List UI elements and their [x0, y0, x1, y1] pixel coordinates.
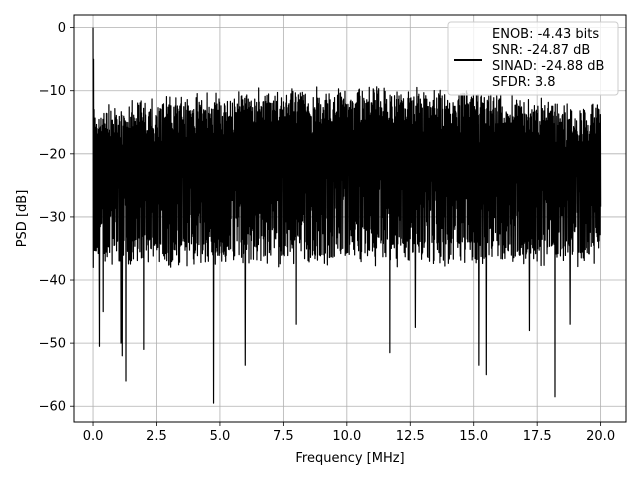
x-tick-label: 5.0	[210, 429, 231, 444]
x-tick-label: 17.5	[523, 429, 552, 444]
y-axis-label: PSD [dB]	[15, 190, 30, 248]
legend-entry-enob: ENOB: -4.43 bits	[492, 27, 599, 42]
ticks: 0.0 2.5 5.0 7.5 10.0 12.5 15.0 17.5 20.0 0 −10 −20 −…	[39, 21, 616, 444]
y-tick-label: −60	[39, 400, 66, 415]
y-tick-label: −10	[39, 84, 66, 99]
y-tick-label: −40	[39, 274, 66, 289]
x-tick-label: 0.0	[83, 429, 104, 444]
plot-frame	[73, 14, 627, 423]
y-tick-label: −30	[39, 210, 66, 225]
y-tick-label: 0	[58, 21, 66, 36]
x-axis-label: Frequency [MHz]	[295, 451, 404, 466]
x-tick-label: 20.0	[586, 429, 615, 444]
legend-box	[447, 21, 619, 96]
series-layer	[92, 27, 602, 404]
y-tick-label: −20	[39, 147, 66, 162]
psd-series-line	[92, 27, 602, 404]
legend-entry-snr: SNR: -24.87 dB	[492, 43, 590, 58]
x-tick-label: 2.5	[146, 429, 167, 444]
legend: ENOB: -4.43 bits SNR: -24.87 dB SINAD: -…	[447, 21, 619, 96]
x-tick-label: 12.5	[396, 429, 425, 444]
y-tick-label: −50	[39, 337, 66, 352]
x-tick-label: 7.5	[273, 429, 294, 444]
legend-entry-sfdr: SFDR: 3.8	[492, 75, 556, 90]
x-tick-label: 15.0	[459, 429, 488, 444]
legend-entry-sinad: SINAD: -24.88 dB	[492, 59, 604, 74]
x-tick-label: 10.0	[332, 429, 361, 444]
